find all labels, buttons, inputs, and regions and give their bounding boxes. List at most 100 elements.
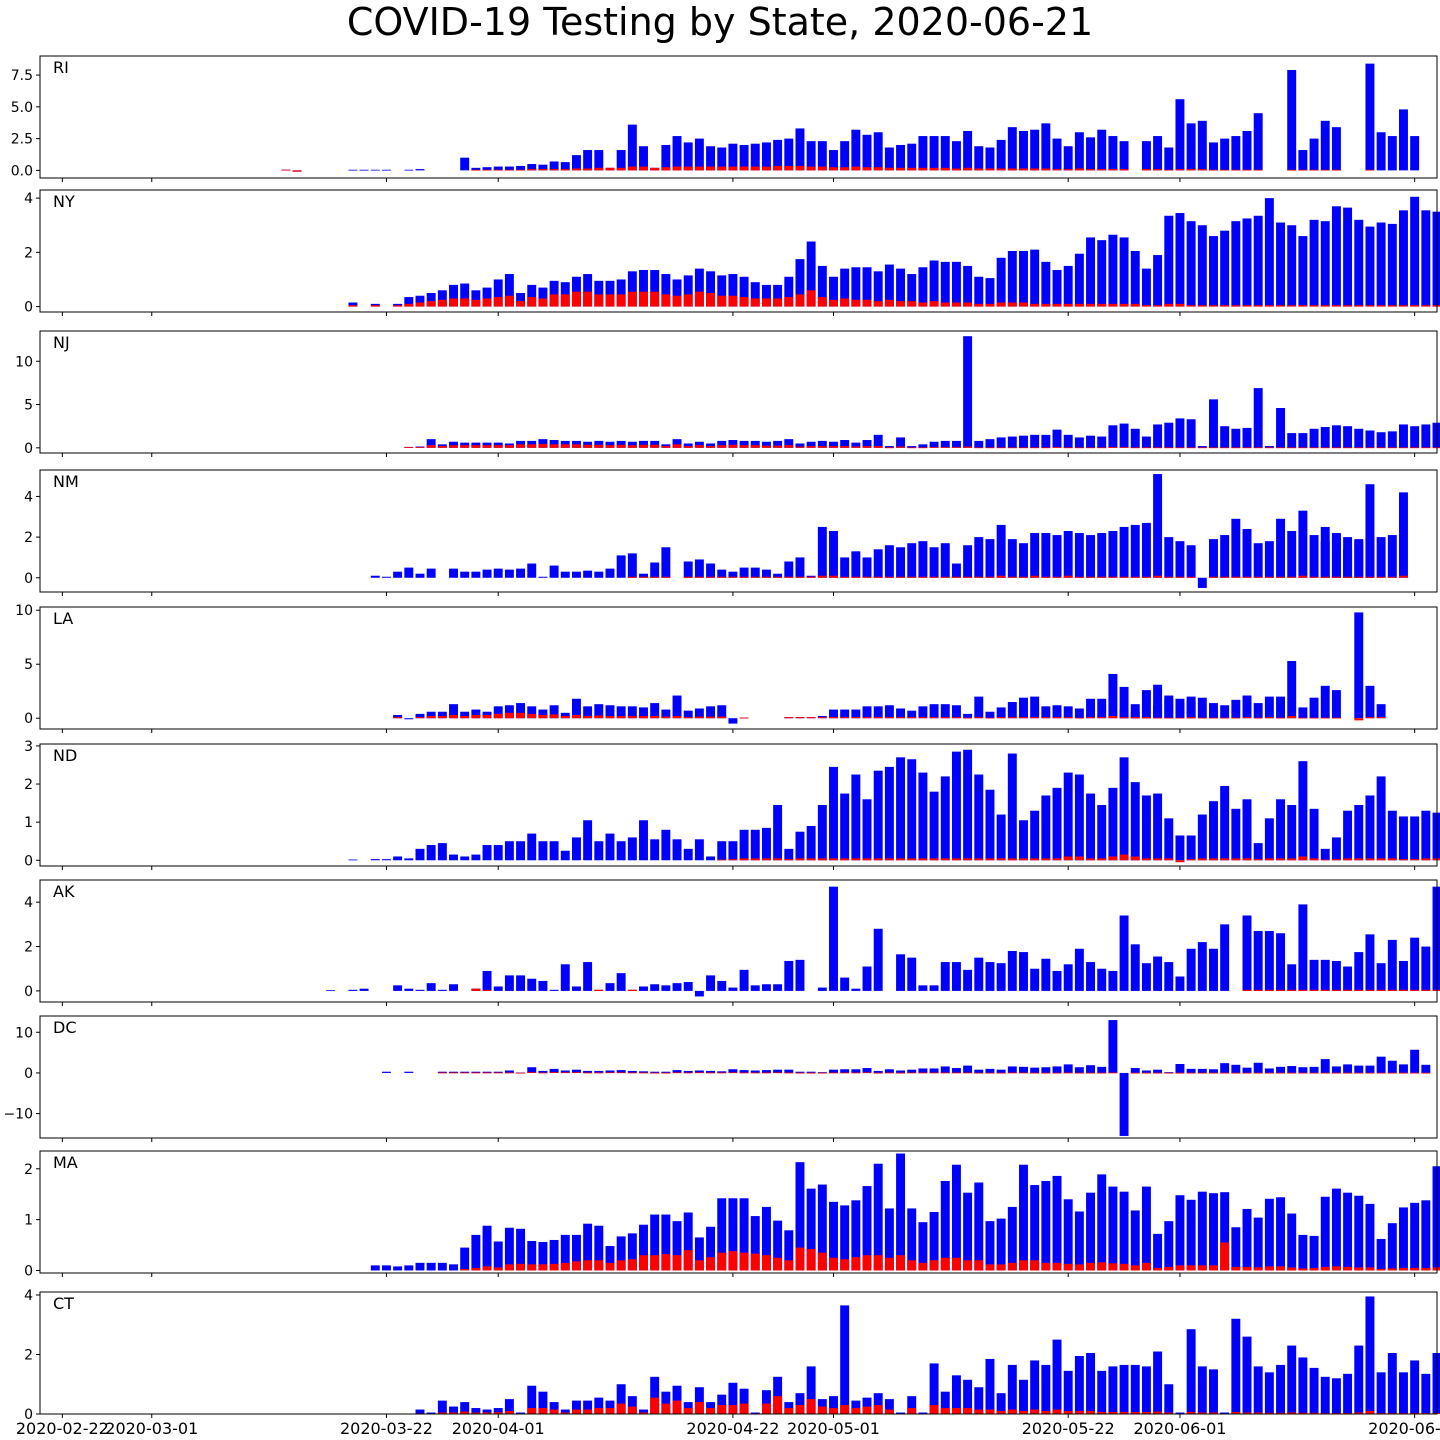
positive-bar bbox=[661, 1072, 671, 1074]
tests-bar bbox=[1030, 249, 1040, 307]
tests-bar bbox=[1287, 964, 1297, 991]
positive-bar bbox=[1376, 858, 1386, 861]
tests-bar bbox=[527, 1240, 537, 1271]
tests-bar bbox=[1030, 434, 1040, 448]
positive-bar bbox=[795, 858, 805, 861]
tests-bar bbox=[426, 711, 436, 719]
tests-bar bbox=[806, 825, 816, 861]
tests-bar bbox=[1119, 423, 1129, 448]
tests-bar bbox=[583, 570, 593, 578]
tests-bar bbox=[504, 1070, 514, 1073]
tests-bar bbox=[862, 799, 872, 861]
tests-bar bbox=[862, 1397, 872, 1414]
positive-bar bbox=[571, 168, 581, 171]
positive-bar bbox=[784, 297, 794, 307]
tests-bar bbox=[326, 990, 336, 992]
positive-bar bbox=[963, 1260, 973, 1271]
tests-bar bbox=[1041, 1180, 1051, 1271]
tests-bar bbox=[829, 276, 838, 307]
positive-bar bbox=[493, 713, 503, 719]
positive-bar bbox=[1186, 447, 1196, 449]
tests-bar bbox=[639, 1071, 648, 1073]
positive-bar bbox=[482, 714, 492, 719]
positive-bar bbox=[694, 291, 704, 307]
tests-bar bbox=[571, 698, 581, 719]
positive-bar bbox=[951, 858, 961, 861]
positive-bar bbox=[773, 1257, 783, 1271]
positive-bar bbox=[1052, 717, 1062, 719]
positive-bar bbox=[795, 1405, 805, 1414]
tests-bar bbox=[1164, 147, 1174, 171]
positive-bar bbox=[292, 170, 302, 172]
positive-bar bbox=[1320, 169, 1330, 171]
positive-bar bbox=[829, 717, 838, 719]
tests-bar bbox=[963, 969, 973, 991]
tests-bar bbox=[683, 443, 693, 448]
tests-bar bbox=[974, 696, 984, 719]
tests-bar bbox=[996, 707, 1006, 719]
tests-bar bbox=[538, 1070, 548, 1073]
tests-bar bbox=[1074, 774, 1084, 861]
positive-bar bbox=[1354, 858, 1364, 861]
positive-bar bbox=[996, 717, 1006, 719]
positive-bar bbox=[1019, 1411, 1028, 1414]
tests-bar bbox=[1108, 234, 1118, 307]
tests-bar bbox=[460, 1247, 470, 1271]
tests-bar bbox=[750, 829, 760, 861]
tests-bar bbox=[761, 1070, 771, 1073]
positive-bar bbox=[605, 167, 615, 171]
tests-bar bbox=[840, 440, 850, 448]
tests-bar bbox=[974, 1182, 984, 1271]
positive-bar bbox=[1130, 1072, 1140, 1074]
positive-bar bbox=[616, 1260, 626, 1271]
tests-bar bbox=[907, 957, 917, 991]
tests-bar bbox=[862, 557, 872, 578]
positive-bar bbox=[661, 167, 671, 171]
tests-bar bbox=[504, 569, 514, 578]
tests-bar bbox=[806, 1366, 816, 1414]
positive-bar bbox=[1365, 1072, 1375, 1074]
tests-bar bbox=[1141, 436, 1151, 448]
panel-state-label: NJ bbox=[53, 333, 70, 352]
positive-bar bbox=[1019, 717, 1028, 719]
tests-bar bbox=[1354, 805, 1364, 861]
tests-bar bbox=[1320, 221, 1330, 307]
tests-bar bbox=[538, 164, 548, 171]
tests-bar bbox=[694, 708, 704, 719]
tests-bar bbox=[560, 1234, 570, 1271]
tests-bar bbox=[784, 561, 794, 578]
positive-bar bbox=[1343, 1072, 1353, 1074]
positive-bar bbox=[817, 575, 827, 578]
positive-bar bbox=[1153, 1411, 1163, 1414]
tests-bar bbox=[1231, 221, 1241, 307]
positive-bar bbox=[918, 447, 928, 449]
positive-bar bbox=[449, 445, 458, 448]
tests-bar bbox=[1086, 1353, 1096, 1414]
tests-bar bbox=[449, 568, 458, 578]
positive-bar bbox=[616, 444, 626, 448]
tests-bar bbox=[1365, 484, 1375, 578]
tests-bar bbox=[996, 963, 1006, 991]
tests-bar bbox=[963, 545, 973, 578]
tests-bar bbox=[717, 1071, 727, 1073]
positive-bar bbox=[639, 1255, 648, 1271]
positive-bar bbox=[985, 303, 995, 307]
positive-bar bbox=[1209, 305, 1218, 307]
y-tick-label: 0 bbox=[24, 853, 33, 869]
tests-bar bbox=[1153, 956, 1163, 991]
tests-bar bbox=[1007, 251, 1017, 307]
tests-bar bbox=[404, 1071, 414, 1073]
tests-bar bbox=[1287, 660, 1297, 719]
positive-bar bbox=[1186, 717, 1196, 719]
tests-bar bbox=[1242, 695, 1252, 719]
panel-frame bbox=[39, 55, 1438, 179]
tests-bar bbox=[437, 290, 447, 307]
tests-bar bbox=[896, 547, 906, 578]
y-tick-label: 7.5 bbox=[11, 68, 33, 84]
tests-bar bbox=[1421, 946, 1431, 991]
tests-bar bbox=[1276, 933, 1286, 991]
positive-bar bbox=[1209, 447, 1218, 449]
tests-bar bbox=[594, 150, 604, 171]
positive-bar bbox=[650, 291, 660, 307]
tests-bar bbox=[985, 789, 995, 861]
